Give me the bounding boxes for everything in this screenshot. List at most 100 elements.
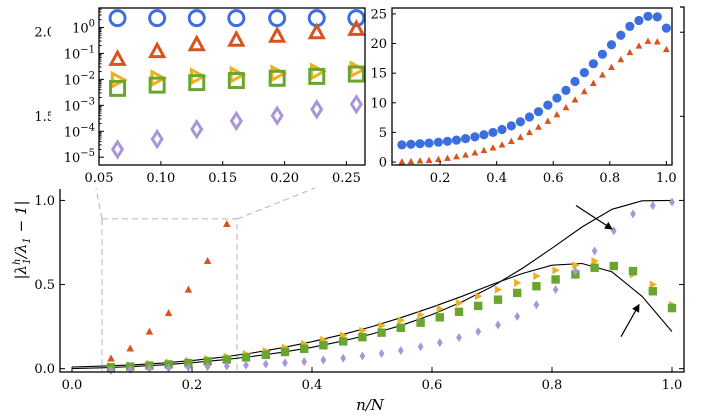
- lavender-diamonds-point: [436, 338, 443, 348]
- orange-small-triangles-point: [653, 38, 661, 45]
- orange-triangles-point: [187, 34, 206, 52]
- blue-circles-point: [108, 9, 127, 28]
- tick-exponent: −2: [80, 70, 95, 81]
- lavender-diamonds-point: [349, 93, 363, 115]
- blue-dots-point: [552, 93, 562, 103]
- inset-right-x-tick-label: 0.8: [599, 171, 620, 186]
- inset-right-x-tick-label: 0.2: [430, 171, 451, 186]
- orange-small-triangles-point: [608, 63, 615, 70]
- inset-left-y-tick-label: 10−3: [64, 96, 95, 114]
- green-squares-point: [648, 287, 657, 296]
- gold-right-triangles-point: [359, 326, 367, 335]
- blue-dots-point: [479, 130, 489, 140]
- lavender-diamonds-point: [359, 351, 366, 361]
- blue-dots-point: [561, 85, 571, 95]
- green-squares-point: [493, 295, 503, 304]
- gold-right-triangles-point: [455, 299, 464, 308]
- green-squares-point: [396, 323, 405, 332]
- lavender-diamonds-point: [282, 358, 288, 368]
- lavender-diamonds-point: [204, 362, 211, 372]
- inset-left-y-tick-label: 10−2: [64, 70, 95, 88]
- gold-right-triangles-point: [494, 285, 503, 294]
- inset-right-frame: [391, 7, 673, 166]
- main-y-tick-label: 2.0: [34, 26, 55, 41]
- blue-dots-point: [470, 132, 480, 142]
- tick-exponent: −5: [80, 148, 95, 159]
- main-x-tick-label: 1.0: [662, 378, 683, 393]
- main-x-tick-label: 0.4: [302, 378, 323, 393]
- lavender-diamonds-point: [495, 320, 501, 330]
- ylabel-tail: − 1|: [12, 200, 30, 237]
- blue-dots-point: [543, 100, 553, 110]
- gold-right-triangles-point: [417, 310, 425, 319]
- blue-circles-point: [347, 9, 366, 28]
- lavender-diamonds-point: [146, 364, 153, 374]
- orange-small-triangles-point: [507, 137, 515, 145]
- main-y-tick-label: 1.0: [34, 194, 55, 209]
- arrow-to-top-curve: [575, 204, 613, 230]
- blue-dots-point: [661, 23, 671, 33]
- green-squares-point: [280, 347, 290, 357]
- lavender-diamonds-point: [110, 139, 125, 160]
- inset-left-frame: [98, 7, 366, 166]
- blue-dots-point: [643, 11, 653, 21]
- orange-small-triangles-point: [644, 37, 652, 44]
- lavender-diamonds-point: [552, 285, 559, 295]
- inset-left-x-tick-label: 0.25: [332, 171, 361, 186]
- lavender-diamonds-point: [572, 266, 579, 276]
- orange-small-triangles-point: [489, 144, 497, 151]
- blue-dots-point: [625, 21, 635, 31]
- green-squares-point: [609, 261, 618, 271]
- blue-dots-point: [634, 15, 644, 26]
- blue-dots-point: [506, 121, 516, 131]
- inset-right-y-tick-label: 25: [370, 7, 387, 22]
- green-squares-point: [268, 69, 286, 87]
- tick-base: 10: [72, 21, 89, 36]
- green-squares-point: [261, 350, 270, 360]
- ylabel-sub2: 1: [22, 237, 33, 243]
- inset-left-plot: 0.05 0.10 0.15 0.20 0.2510010−110−210−310−41…: [51, 2, 375, 220]
- orange-small-triangles-point: [553, 111, 561, 118]
- green-squares-point: [109, 79, 127, 97]
- orange-triangles-point: [184, 285, 193, 293]
- orange-small-triangles-point: [580, 87, 588, 95]
- green-squares-point: [227, 72, 245, 90]
- lavender-diamonds-point: [514, 311, 521, 321]
- tick-base: 10: [64, 99, 81, 114]
- blue-dots-point: [652, 12, 662, 22]
- gold-right-triangles-point: [591, 256, 599, 265]
- green-squares-point: [590, 263, 599, 272]
- green-squares-point: [667, 303, 677, 313]
- blue-dots-point: [606, 40, 617, 50]
- green-squares-point: [241, 353, 251, 362]
- inset-right-x-tick-label: 1.0: [656, 171, 677, 186]
- lavender-diamonds-point: [320, 355, 327, 365]
- tick-base: 10: [64, 125, 81, 140]
- lavender-diamonds-point: [630, 209, 636, 219]
- green-squares-point: [435, 313, 444, 322]
- blue-dots-point: [415, 139, 425, 149]
- gold-right-triangles-point: [552, 266, 560, 275]
- main-y-tick-label: 0.5: [34, 278, 55, 293]
- ylabel-sup: h: [12, 259, 23, 265]
- orange-small-triangles-point: [635, 42, 643, 49]
- blue-dots-point: [524, 112, 535, 122]
- lavender-diamonds-point: [223, 361, 230, 371]
- orange-small-triangles-point: [562, 103, 570, 111]
- curve-bottom: [71, 262, 673, 368]
- gold-right-triangles-point: [378, 321, 386, 330]
- orange-small-triangles-point: [516, 133, 524, 140]
- orange-triangles-point: [126, 344, 134, 352]
- green-squares-point: [474, 301, 483, 311]
- blue-dots-point: [570, 76, 580, 87]
- inset-left-y-tick-label: 10−1: [64, 44, 95, 62]
- main-y-tick-label: 0.0: [34, 362, 55, 377]
- blue-dots-point: [616, 30, 626, 40]
- green-squares-point: [513, 288, 522, 298]
- green-squares-point: [628, 266, 638, 276]
- inset-left-y-tick-label: 100: [72, 18, 95, 36]
- gold-right-triangles-point: [514, 278, 522, 287]
- orange-small-triangles-point: [662, 45, 670, 53]
- lavender-diamonds-point: [310, 99, 324, 120]
- gold-right-triangles-point: [533, 272, 541, 281]
